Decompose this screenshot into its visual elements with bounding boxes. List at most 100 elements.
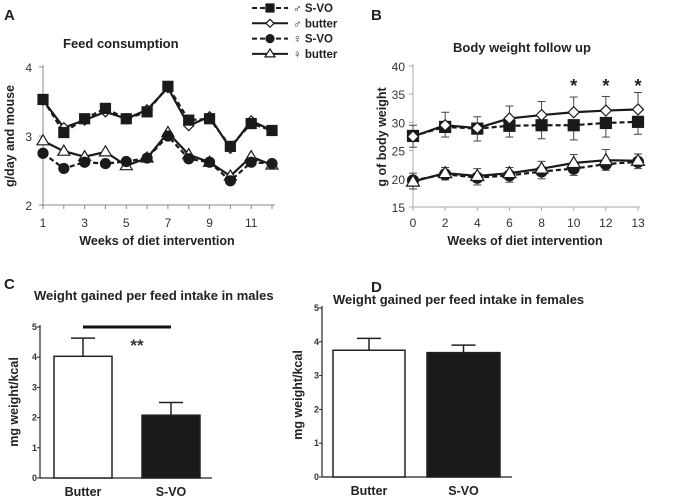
data-point — [79, 113, 91, 125]
ylabel-b: g of body weight — [375, 87, 389, 187]
data-point — [438, 118, 452, 132]
data-point — [501, 165, 517, 179]
panel-d-plot: 0 1 2 3 4 5 Butter S-VO — [314, 303, 512, 498]
xlabel-a: Weeks of diet intervention — [79, 234, 234, 248]
y-tick-label: 0 — [32, 473, 37, 483]
x-tick-label: 13 — [631, 216, 645, 230]
x-tick-label: 7 — [165, 216, 172, 230]
data-point — [599, 104, 613, 117]
y-tick-label: 4 — [32, 352, 37, 362]
data-point — [566, 155, 582, 169]
series-line — [42, 85, 273, 151]
data-point — [37, 147, 49, 159]
data-point — [183, 114, 195, 126]
data-point — [120, 113, 132, 125]
y-tick-label: 40 — [392, 60, 406, 74]
x-tick-label: 10 — [567, 216, 581, 230]
series-line — [412, 159, 639, 183]
series-line — [42, 84, 273, 149]
y-tick-label: 5 — [314, 303, 319, 313]
x-tick-label: 4 — [474, 216, 481, 230]
title-a: Feed consumption — [63, 36, 179, 51]
y-tick-label: 20 — [392, 173, 406, 187]
y-tick-label: 30 — [392, 116, 406, 130]
title-c: Weight gained per feed intake in males — [34, 288, 274, 303]
data-point — [99, 158, 112, 170]
data-point — [99, 102, 112, 115]
significance-star: * — [570, 76, 577, 96]
data-point — [631, 115, 645, 128]
significance-label: ** — [130, 336, 144, 355]
panel-letter-c: C — [4, 276, 15, 293]
data-point — [406, 130, 420, 143]
data-point — [58, 162, 70, 175]
legend: ♂ S-VO ♂ butter ♀ S-VO ♀ butter — [252, 3, 338, 61]
y-tick-label: 0 — [314, 472, 319, 482]
x-tick-label: 1 — [40, 216, 47, 230]
significance-star: * — [634, 76, 641, 96]
data-point — [503, 112, 516, 125]
panel-c-plot: 0 1 2 3 4 5 Butter S-VO ** — [32, 322, 212, 499]
data-point — [183, 153, 195, 165]
legend-marker-diamond — [265, 18, 275, 29]
x-tick-label: 12 — [599, 216, 613, 230]
series-line — [42, 134, 273, 183]
y-tick-label: 4 — [314, 337, 319, 347]
data-point — [469, 168, 485, 182]
y-tick-label: 25 — [392, 145, 406, 159]
y-tick-label: 3 — [32, 382, 37, 392]
x-tick-label: S-VO — [448, 484, 479, 498]
ylabel-c: mg weight/kcal — [7, 357, 21, 447]
title-d: Weight gained per feed intake in females — [333, 292, 584, 307]
x-tick-label: 9 — [206, 216, 213, 230]
y-tick-label: 5 — [32, 322, 37, 332]
data-point — [567, 119, 580, 132]
legend-marker-square — [265, 3, 275, 13]
data-point — [224, 140, 236, 152]
y-tick-label: 1 — [32, 443, 37, 453]
data-point — [630, 153, 646, 166]
data-point — [79, 156, 91, 168]
data-point — [470, 121, 484, 135]
xlabel-b: Weeks of diet intervention — [447, 234, 602, 248]
x-tick-label: S-VO — [156, 485, 187, 499]
data-point — [245, 156, 257, 168]
data-point — [599, 116, 612, 130]
bar-s-vo — [141, 414, 201, 479]
legend-label: ♀ S-VO — [293, 34, 333, 46]
data-point — [162, 130, 174, 142]
data-point — [58, 126, 70, 139]
x-tick-label: 8 — [538, 216, 545, 230]
panel-letter-d: D — [371, 279, 382, 296]
data-point — [266, 124, 278, 137]
x-tick-label: 11 — [245, 216, 258, 230]
legend-marker-triangle — [263, 47, 277, 58]
legend-label: ♀ butter — [293, 49, 338, 61]
data-point — [631, 103, 645, 116]
y-tick-label: 2 — [32, 413, 37, 423]
title-b: Body weight follow up — [453, 40, 591, 55]
x-tick-label: Butter — [65, 485, 102, 499]
bar-s-vo — [426, 351, 501, 478]
data-point — [598, 152, 614, 166]
x-tick-label: 2 — [442, 216, 449, 230]
y-tick-label: 15 — [392, 201, 406, 215]
ylabel-d: mg weight/kcal — [291, 350, 305, 440]
y-tick-label: 4 — [25, 61, 32, 75]
data-point — [35, 133, 51, 146]
data-point — [405, 173, 421, 187]
data-point — [203, 113, 216, 125]
data-point — [437, 165, 453, 179]
x-tick-label: 5 — [123, 216, 130, 230]
panel-letter-a: A — [4, 7, 15, 24]
data-point — [37, 93, 49, 106]
y-tick-label: 3 — [314, 371, 319, 381]
data-point — [56, 144, 71, 156]
data-point — [162, 80, 174, 92]
y-tick-label: 2 — [25, 199, 32, 213]
y-tick-label: 1 — [314, 438, 319, 448]
data-point — [567, 105, 581, 119]
x-tick-label: Butter — [351, 484, 388, 498]
data-point — [120, 155, 132, 168]
bar-butter — [332, 349, 406, 478]
